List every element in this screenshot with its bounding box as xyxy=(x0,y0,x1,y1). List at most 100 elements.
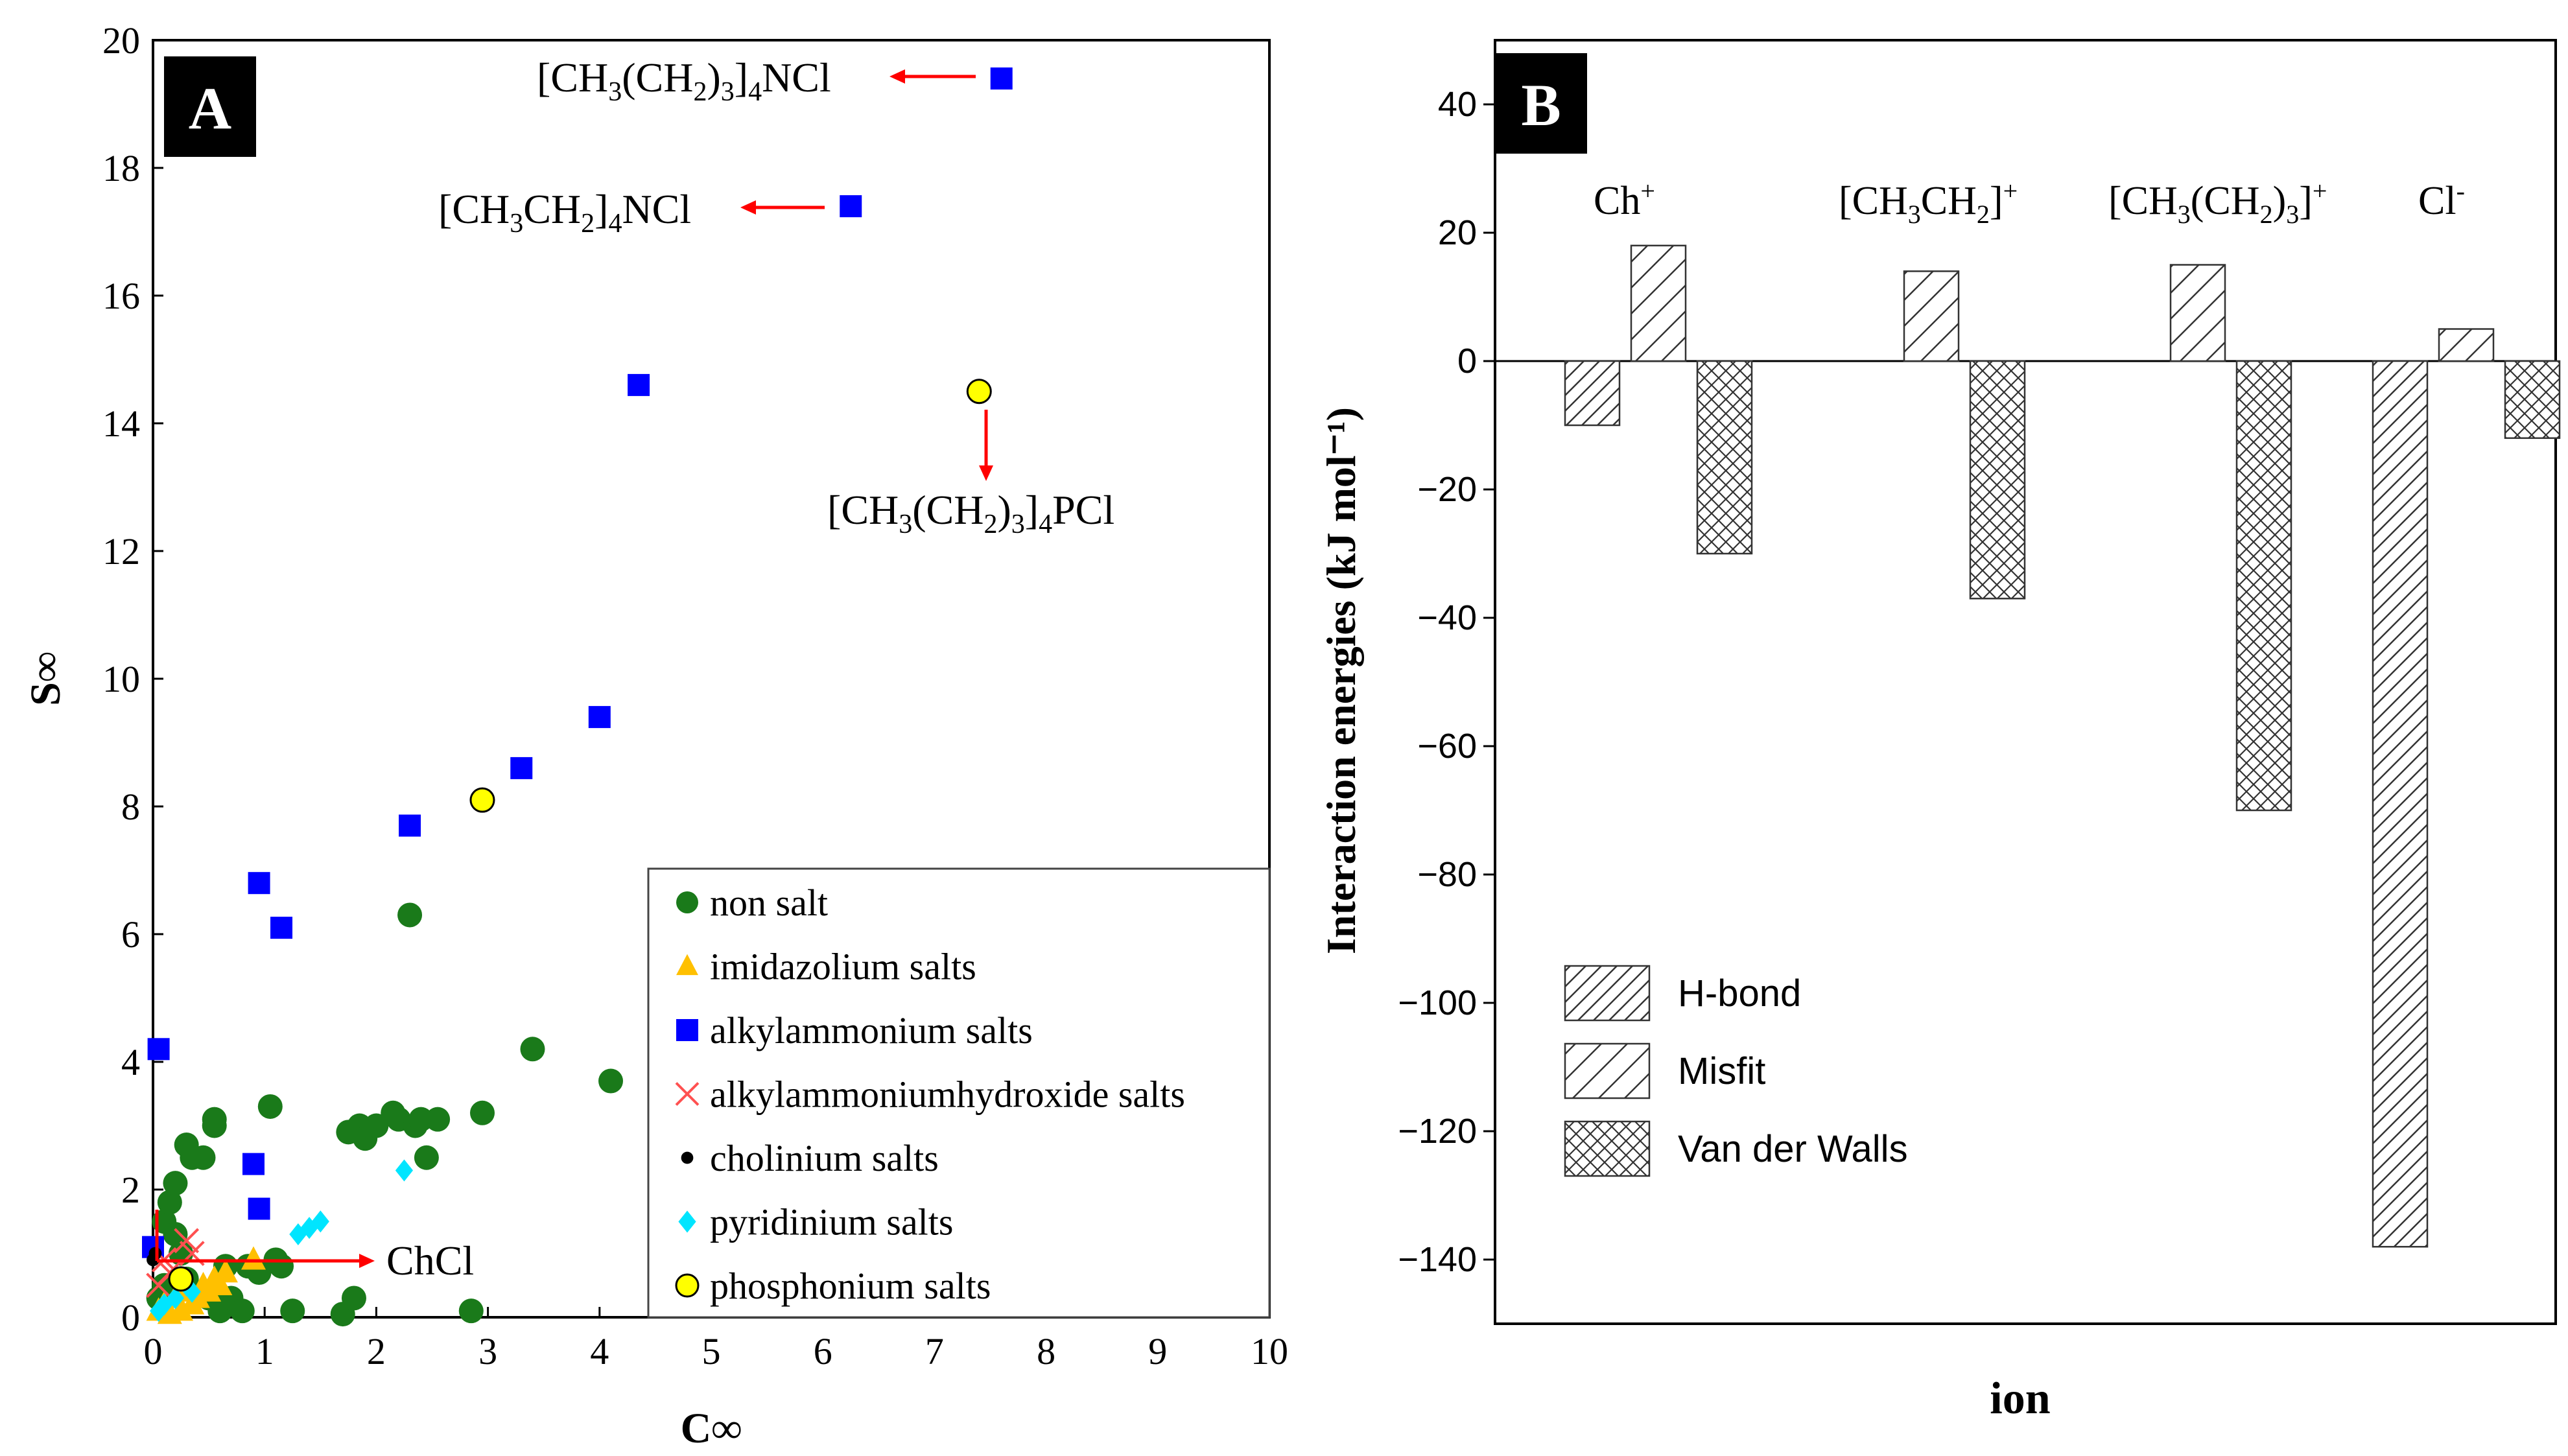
bar-vdw xyxy=(2504,360,2561,440)
category-label: [CH3CH2]+ xyxy=(1839,176,2018,229)
y-tick-label-b: −100 xyxy=(1398,983,1477,1022)
annotation-chcl: ChCl xyxy=(386,1238,474,1284)
annotation-arrowhead-tbpc xyxy=(979,465,993,481)
y-tick-label: 8 xyxy=(121,786,140,828)
bars xyxy=(1564,244,2561,1248)
data-point xyxy=(469,1100,495,1125)
legend-swatch-vdw xyxy=(1564,1120,1651,1177)
annotation-tbpc: [CH3(CH2)3]4PCl xyxy=(827,487,1114,539)
legend-marker xyxy=(675,1273,700,1298)
data-point xyxy=(990,67,1013,90)
data-point xyxy=(191,1145,216,1170)
y-tick-label: 0 xyxy=(121,1297,140,1339)
bar-h-bond xyxy=(2372,360,2429,1248)
series-phosphonium-salts xyxy=(168,379,992,1292)
data-point xyxy=(269,1254,294,1279)
legend-marker xyxy=(676,1019,698,1041)
legend: non salt imidazolium salts alkylammonium s… xyxy=(647,867,1271,1319)
x-tick-label: 9 xyxy=(1148,1330,1167,1372)
x-tick-label: 8 xyxy=(1037,1330,1055,1372)
legend-label: alkylammoniumhydroxide salts xyxy=(710,1074,1185,1116)
data-point xyxy=(185,1284,210,1308)
legend-marker xyxy=(681,1151,694,1164)
x-tick-label: 3 xyxy=(478,1330,497,1372)
bar-misfit xyxy=(2169,264,2226,362)
data-point xyxy=(166,1287,185,1309)
bar-h-bond xyxy=(1564,360,1621,427)
x-tick-label: 5 xyxy=(702,1330,721,1372)
y-tick-label: 16 xyxy=(102,275,140,317)
y-tick-label: 14 xyxy=(102,403,140,445)
x-tick-label: 7 xyxy=(925,1330,944,1372)
data-point xyxy=(213,1259,238,1283)
data-point xyxy=(242,1153,265,1175)
data-point xyxy=(148,1247,162,1260)
panel-label-b: B xyxy=(1521,72,1561,138)
y-tick-label: 12 xyxy=(102,530,140,572)
data-point xyxy=(196,1278,222,1302)
y-tick-label: 10 xyxy=(102,658,140,700)
data-point xyxy=(270,917,293,939)
data-point xyxy=(202,1107,227,1132)
data-point xyxy=(425,1107,451,1132)
data-point xyxy=(157,1190,182,1215)
data-point xyxy=(241,1246,266,1270)
data-point xyxy=(257,1094,283,1119)
legend-b: H-bond Misfit Van der Walls xyxy=(1564,965,1908,1177)
y-axis-ticks-b: 40 20 0 −20 −40 −60 −80 −100 −120 −140 xyxy=(1398,85,1495,1279)
panel-label-box-b xyxy=(1495,53,1587,154)
y-axis-label: S∞ xyxy=(22,652,69,706)
y-tick-label-b: −140 xyxy=(1398,1240,1477,1279)
x-axis-label-b: ion xyxy=(1990,1374,2050,1424)
x-axis-ticks: 0 1 2 3 4 5 6 7 8 9 10 xyxy=(144,1307,1288,1372)
y-tick-label-b: 40 xyxy=(1438,85,1477,124)
legend-entries: non salt imidazolium salts alkylammonium s… xyxy=(675,882,1185,1307)
legend-swatch-h-bond xyxy=(1564,965,1651,1022)
data-point xyxy=(280,1298,305,1324)
category-label: [CH3(CH2)3]+ xyxy=(2108,176,2327,229)
panel-label-a: A xyxy=(189,75,231,141)
legend-label: non salt xyxy=(710,882,828,924)
legend-label: cholinium salts xyxy=(710,1137,939,1179)
data-point xyxy=(414,1145,439,1170)
bar-misfit xyxy=(1903,270,1960,362)
data-point xyxy=(364,1113,389,1138)
y-tick-label: 4 xyxy=(121,1041,140,1083)
y-tick-label-b: −120 xyxy=(1398,1112,1477,1151)
y-tick-label: 2 xyxy=(121,1169,140,1211)
data-point xyxy=(207,1271,233,1295)
data-point xyxy=(840,195,862,218)
data-point xyxy=(169,1297,194,1321)
data-point xyxy=(399,814,421,837)
legend-label: pyridinium salts xyxy=(710,1201,953,1243)
data-point xyxy=(300,1217,318,1239)
panel-label-box-a xyxy=(164,56,256,157)
legend-label: imidazolium salts xyxy=(710,946,976,988)
category-label: Cl- xyxy=(2418,176,2465,223)
legend-label-b: Misfit xyxy=(1678,1050,1765,1092)
bar-misfit xyxy=(1630,244,1687,362)
legend-marker xyxy=(676,891,698,913)
data-point xyxy=(510,757,533,779)
annotations: [CH3(CH2)3]4NCl [CH3CH2]4NCl [CH3(CH2)3]… xyxy=(155,54,1114,1284)
legend-marker xyxy=(675,1082,700,1106)
data-point xyxy=(469,787,495,813)
data-point xyxy=(588,706,611,729)
y-axis-ticks: 0 2 4 6 8 10 12 14 16 18 20 xyxy=(102,19,163,1339)
y-tick-label-b: 20 xyxy=(1438,213,1477,252)
x-tick-label: 4 xyxy=(590,1330,609,1372)
data-point xyxy=(395,1159,414,1182)
data-point xyxy=(147,1038,170,1061)
bar-vdw xyxy=(1969,360,2026,600)
data-point xyxy=(174,1228,200,1254)
x-tick-label: 10 xyxy=(1251,1330,1288,1372)
annotation-arrowhead-chcl xyxy=(359,1254,375,1268)
annotation-arrowhead-teac xyxy=(740,200,756,215)
y-tick-label-b: −60 xyxy=(1417,727,1477,766)
data-point xyxy=(598,1068,624,1094)
data-point xyxy=(458,1298,484,1324)
y-tick-label: 18 xyxy=(102,147,140,189)
legend-swatch-misfit xyxy=(1564,1042,1651,1099)
data-point xyxy=(520,1037,545,1062)
